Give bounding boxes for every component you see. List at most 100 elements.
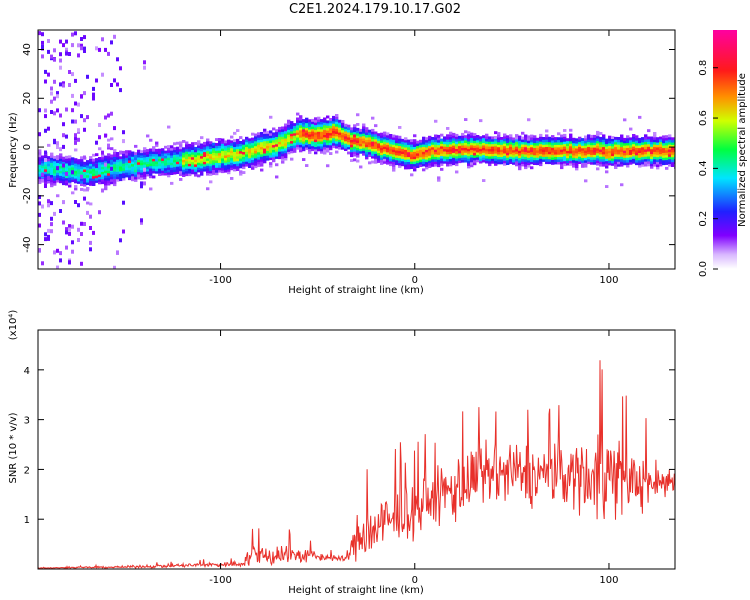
heatmap-cell (407, 161, 411, 165)
heatmap-cell (671, 159, 675, 163)
heatmap-cell (374, 131, 378, 135)
heatmap-cell (365, 151, 369, 155)
heatmap-noise-cell (38, 160, 41, 165)
heatmap-cell (647, 160, 651, 164)
heatmap-cell (104, 155, 108, 159)
heatmap-cell (128, 177, 132, 181)
heatmap-cell (329, 125, 333, 129)
heatmap-cell (314, 149, 318, 152)
heatmap-cell (641, 137, 645, 140)
heatmap-cell (383, 136, 387, 140)
heatmap-cell (335, 131, 339, 134)
heatmap-cell (281, 160, 285, 164)
heatmap-cell (125, 174, 129, 178)
heatmap-cell (560, 163, 564, 167)
heatmap-cell (452, 152, 456, 156)
heatmap-cell (470, 139, 474, 143)
heatmap-noise-cell (53, 111, 56, 116)
heatmap-cell (101, 181, 105, 185)
heatmap-cell (479, 143, 483, 147)
heatmap-cell (416, 162, 420, 166)
heatmap-cell (227, 161, 231, 165)
heatmap-cell (302, 138, 306, 142)
heatmap-noise-cell (62, 43, 65, 48)
heatmap-cell (293, 127, 297, 131)
heatmap-cell (518, 147, 522, 151)
heatmap-cell (194, 164, 198, 167)
heatmap-cell (206, 160, 210, 164)
heatmap-cell (590, 144, 594, 148)
heatmap-cell (509, 151, 513, 155)
heatmap-cell (425, 164, 429, 167)
heatmap-cell (428, 157, 432, 161)
heatmap-cell (392, 163, 396, 167)
heatmap-cell (569, 133, 573, 137)
heatmap-cell (173, 171, 177, 175)
heatmap-cell (650, 156, 654, 159)
heatmap-cell (596, 147, 600, 151)
heatmap-noise-cell (74, 101, 77, 106)
heatmap-cell (653, 144, 657, 148)
heatmap-cell (350, 142, 354, 145)
heatmap-cell (152, 156, 156, 159)
heatmap-cell (329, 144, 333, 148)
heatmap-cell (152, 146, 156, 150)
heatmap-cell (470, 132, 474, 136)
heatmap-cell (632, 155, 636, 159)
heatmap-noise-cell (122, 229, 125, 234)
heatmap-cell (245, 146, 249, 150)
heatmap-cell (590, 139, 594, 143)
heatmap-cell (662, 162, 666, 166)
heatmap-cell (608, 138, 612, 141)
heatmap-cell (440, 138, 444, 142)
heatmap-noise-cell (143, 167, 146, 172)
heatmap-cell (128, 169, 132, 173)
heatmap-cell (464, 157, 468, 160)
heatmap-cell (572, 142, 576, 146)
heatmap-cell (416, 157, 420, 161)
heatmap-cell (401, 158, 405, 162)
heatmap-cell (323, 144, 327, 148)
heatmap-cell (296, 137, 300, 140)
heatmap-cell (65, 158, 69, 162)
heatmap-cell (485, 153, 489, 157)
heatmap-cell (431, 137, 435, 140)
heatmap-cell (362, 135, 366, 139)
heatmap-cell (425, 144, 429, 148)
heatmap-cell (377, 138, 381, 141)
heatmap-cell (596, 157, 600, 161)
heatmap-cell (347, 134, 351, 138)
heatmap-cell (389, 136, 393, 140)
heatmap-noise-cell (116, 250, 119, 255)
heatmap-cell (419, 154, 423, 158)
heatmap-cell (59, 163, 63, 167)
heatmap-cell (338, 144, 342, 148)
heatmap-cell (467, 146, 471, 149)
heatmap-cell (212, 154, 216, 158)
heatmap-cell (239, 172, 243, 176)
heatmap-cell (473, 162, 477, 166)
heatmap-cell (209, 148, 213, 152)
heatmap-cell (491, 158, 495, 162)
heatmap-cell (353, 134, 357, 137)
heatmap-cell (560, 158, 564, 162)
heatmap-cell (257, 134, 261, 138)
heatmap-cell (374, 153, 378, 157)
heatmap-cell (641, 149, 645, 153)
heatmap-cell (659, 136, 663, 140)
heatmap-cell (311, 121, 315, 125)
heatmap-cell (188, 148, 192, 152)
heatmap-cell (518, 140, 522, 144)
heatmap-cell (98, 161, 102, 165)
snr-line (38, 360, 675, 569)
heatmap-cell (197, 140, 201, 144)
heatmap-cell (524, 141, 528, 145)
heatmap-cell (101, 178, 105, 182)
heatmap-cell (485, 150, 489, 154)
heatmap-cell (242, 156, 246, 160)
heatmap-cell (422, 168, 426, 172)
heatmap-cell (614, 151, 618, 155)
heatmap-cell (437, 137, 441, 141)
heatmap-cell (299, 144, 303, 148)
heatmap-cell (122, 158, 126, 162)
